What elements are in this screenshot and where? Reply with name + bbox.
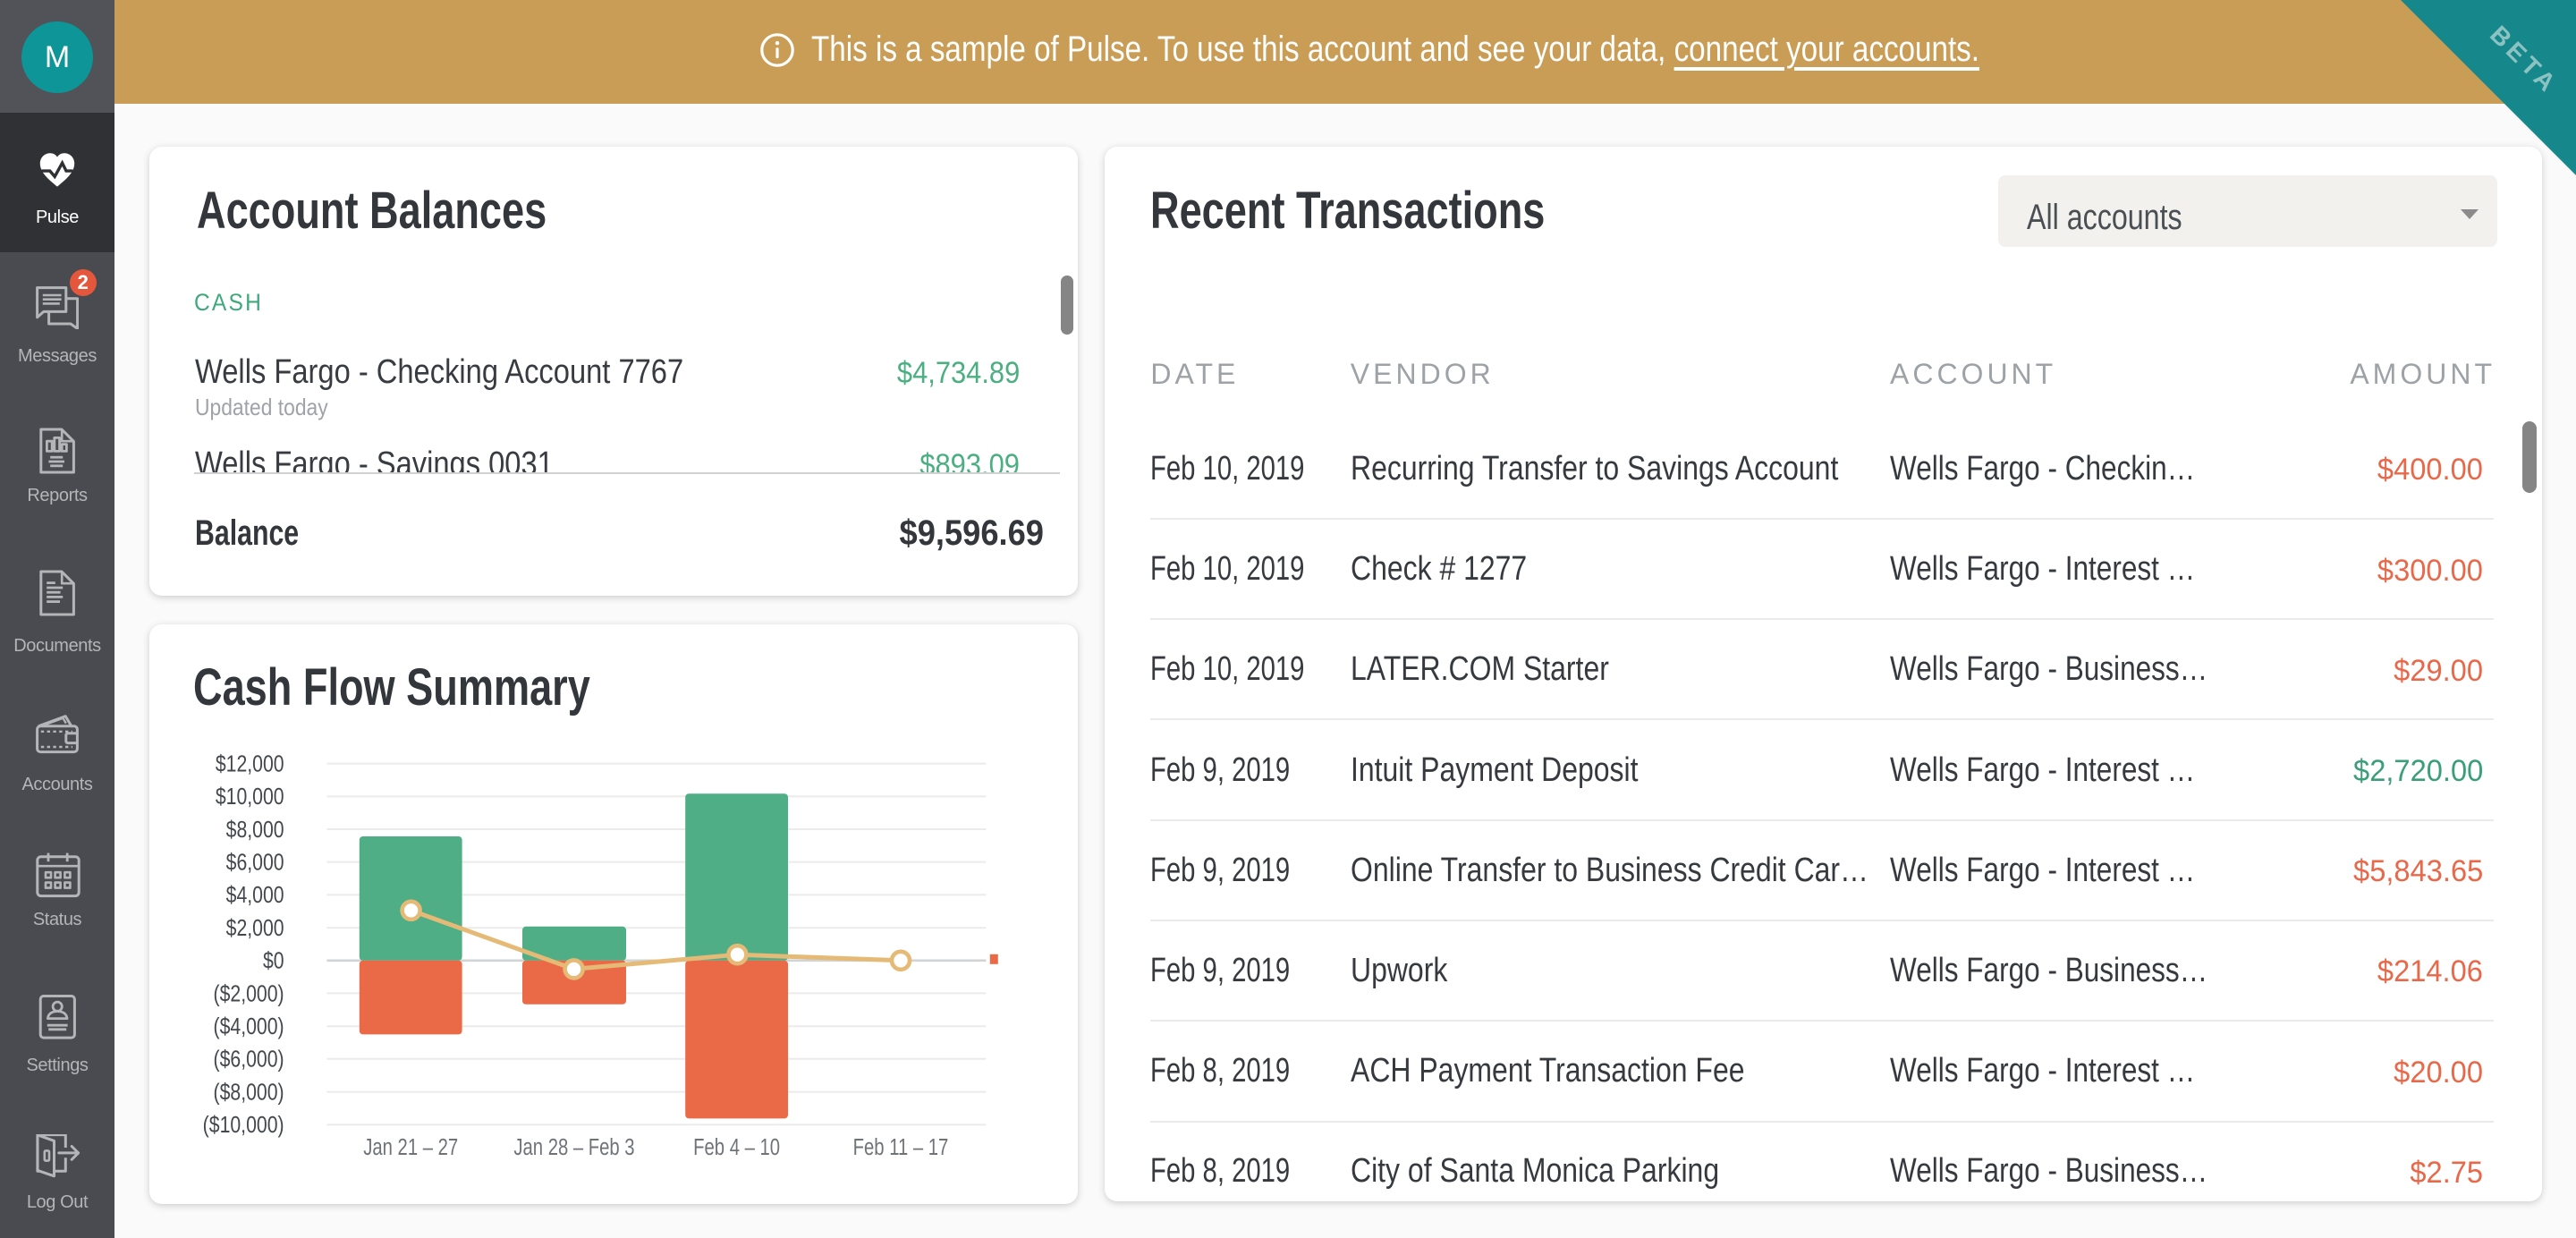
svg-text:$2,000: $2,000: [226, 916, 284, 941]
svg-text:($2,000): ($2,000): [214, 981, 284, 1006]
svg-text:$6,000: $6,000: [226, 850, 284, 875]
svg-text:$10,000: $10,000: [216, 784, 284, 810]
svg-text:Feb 11 – 17: Feb 11 – 17: [853, 1133, 949, 1159]
svg-text:Jan 21 – 27: Jan 21 – 27: [364, 1133, 459, 1159]
svg-text:$4,000: $4,000: [226, 883, 284, 908]
svg-text:($4,000): ($4,000): [214, 1014, 284, 1039]
svg-text:$8,000: $8,000: [226, 818, 284, 843]
svg-text:$0: $0: [263, 949, 284, 974]
svg-text:($6,000): ($6,000): [214, 1047, 284, 1073]
svg-text:Feb 4 – 10: Feb 4 – 10: [694, 1133, 781, 1159]
svg-text:($8,000): ($8,000): [214, 1080, 284, 1105]
svg-text:Jan 28 – Feb 3: Jan 28 – Feb 3: [514, 1133, 635, 1159]
svg-text:($10,000): ($10,000): [203, 1113, 284, 1138]
svg-text:$12,000: $12,000: [216, 751, 284, 776]
